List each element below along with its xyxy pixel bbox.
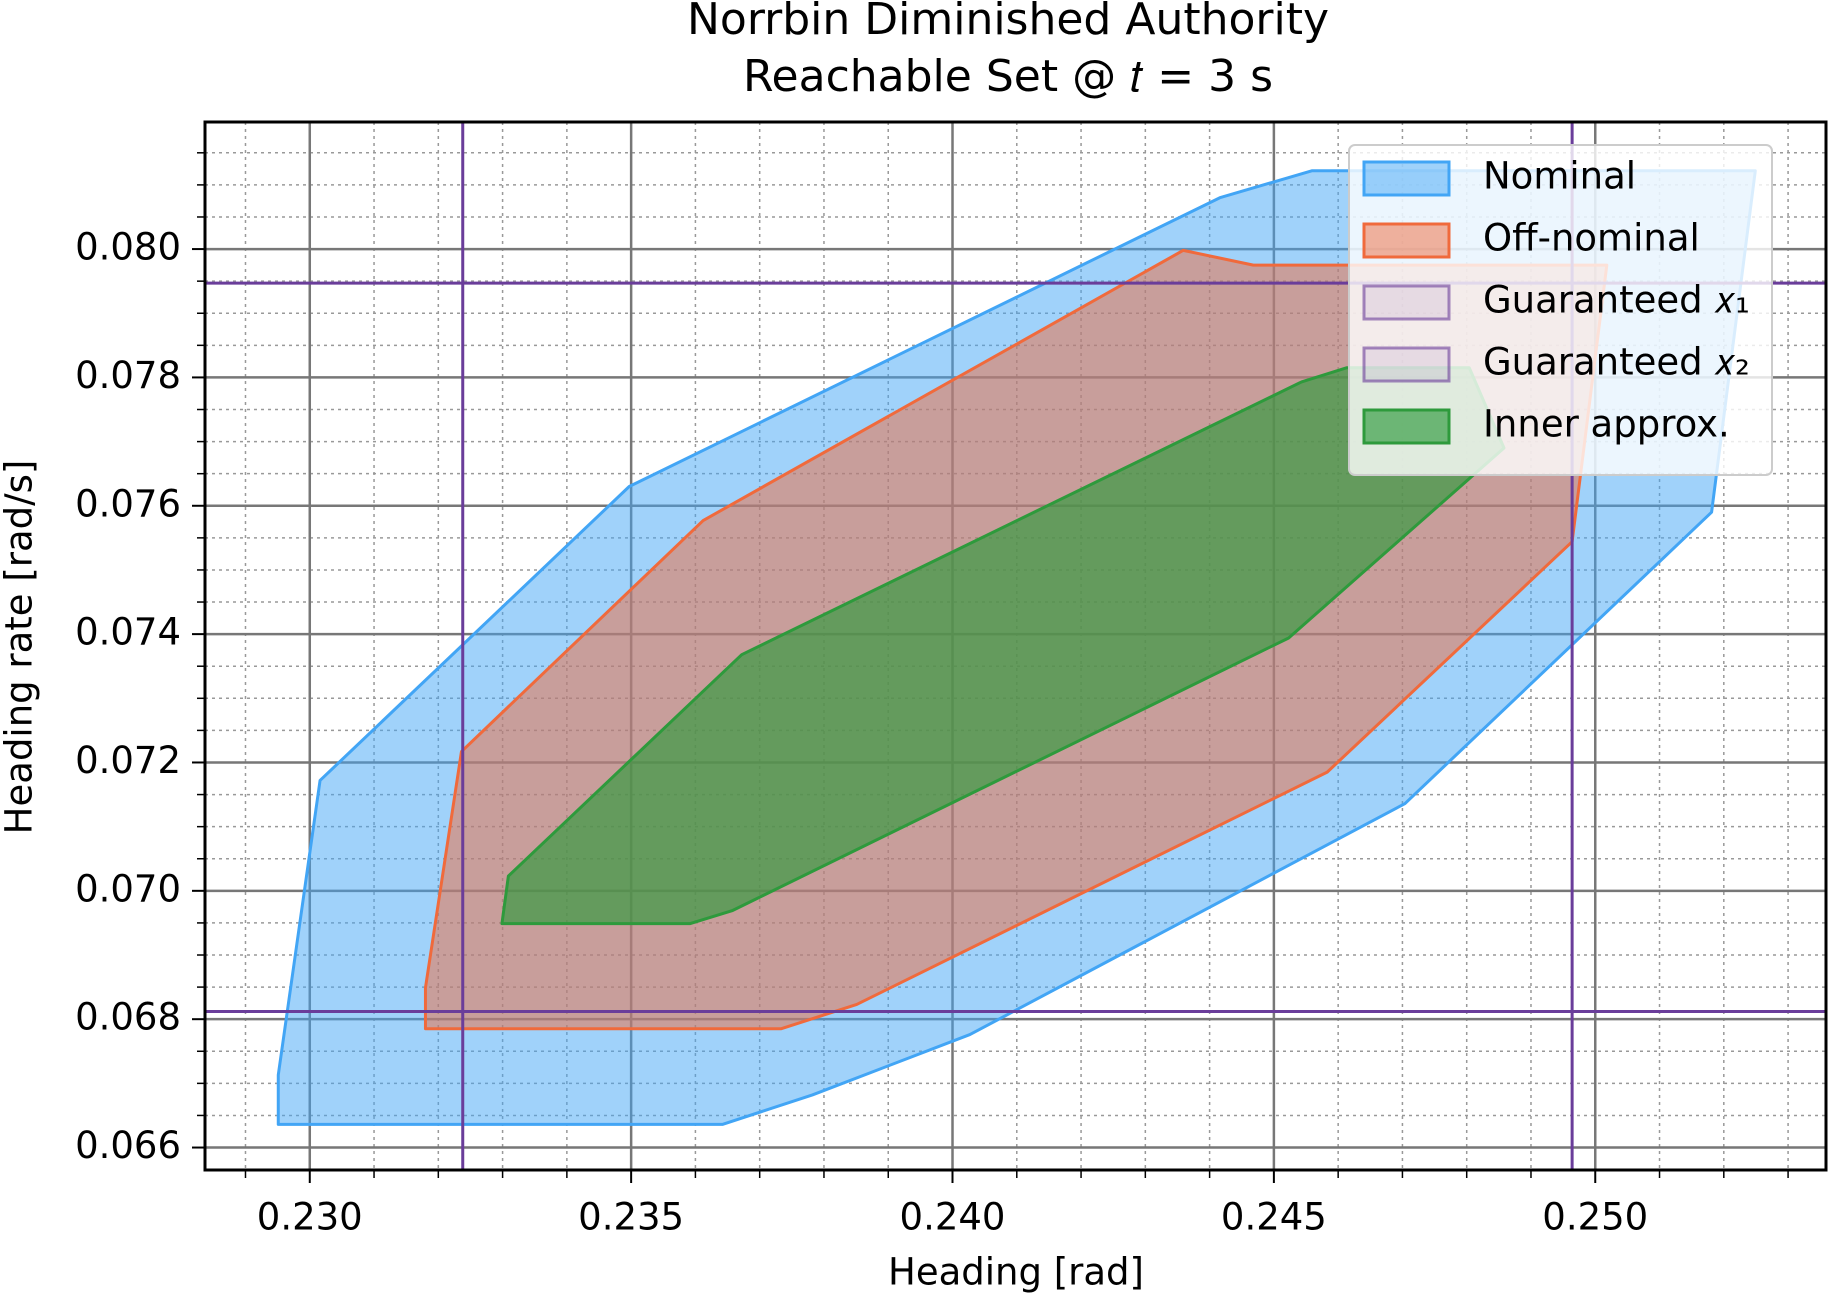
legend-frame xyxy=(1348,144,1773,476)
legend-label: Inner approx. xyxy=(1483,403,1730,446)
x-tick-label: 0.230 xyxy=(257,1196,363,1239)
y-tick-label: 0.072 xyxy=(75,739,181,782)
y-tick-label: 0.078 xyxy=(75,354,181,397)
chart-title: Norrbin Diminished Authority xyxy=(687,0,1329,45)
legend-patch xyxy=(1362,346,1451,383)
x-tick-label: 0.235 xyxy=(578,1196,684,1239)
legend-label: Guaranteed 𝑥₁ xyxy=(1483,279,1750,322)
y-tick-label: 0.068 xyxy=(75,996,181,1039)
plot-frame xyxy=(203,120,1828,1172)
legend-label: Off-nominal xyxy=(1483,217,1700,260)
legend-patch xyxy=(1362,408,1451,445)
x-axis-label: Heading [rad] xyxy=(888,1251,1144,1294)
chart-title: Reachable Set @ 𝑡 = 3 s xyxy=(743,51,1273,102)
y-tick-label: 0.070 xyxy=(75,867,181,910)
legend-label: Guaranteed 𝑥₂ xyxy=(1483,341,1750,384)
y-tick-label: 0.076 xyxy=(75,482,181,525)
y-tick-label: 0.074 xyxy=(75,611,181,654)
x-tick-label: 0.250 xyxy=(1542,1196,1648,1239)
legend-label: Nominal xyxy=(1483,155,1636,198)
y-tick-label: 0.080 xyxy=(75,226,181,269)
legend-patch xyxy=(1362,222,1451,259)
y-tick-label: 0.066 xyxy=(75,1124,181,1167)
legend-patch xyxy=(1362,284,1451,321)
x-tick-label: 0.240 xyxy=(900,1196,1006,1239)
legend-patch xyxy=(1362,160,1451,197)
y-axis-label: Heading rate [rad/s] xyxy=(0,460,41,835)
x-tick-label: 0.245 xyxy=(1221,1196,1327,1239)
